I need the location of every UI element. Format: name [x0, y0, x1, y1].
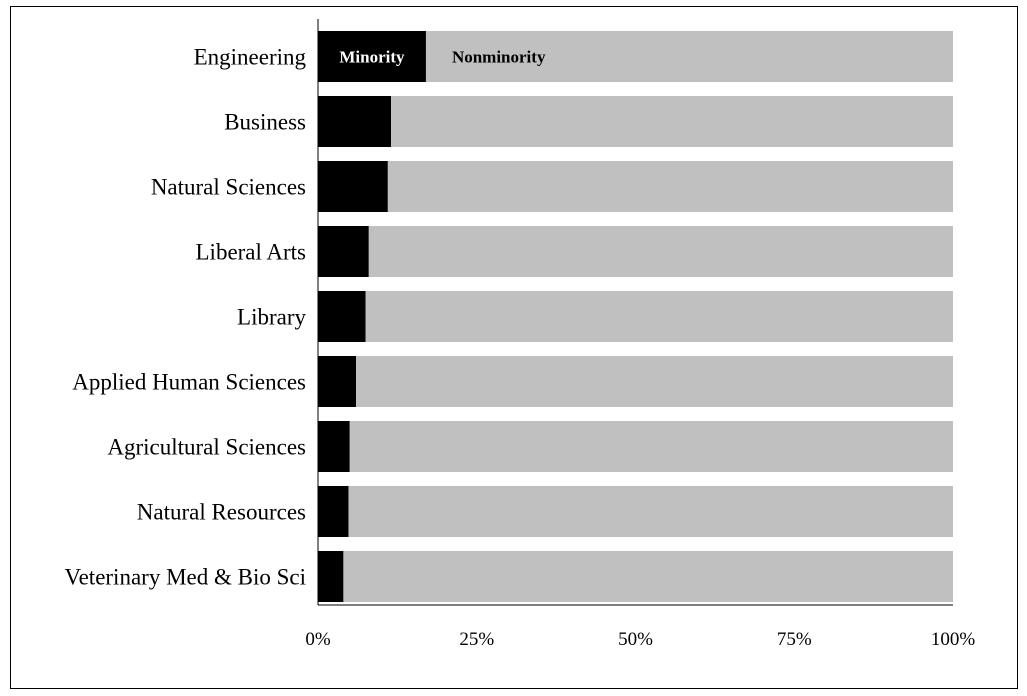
bars-group [318, 31, 954, 602]
category-label-8: Veterinary Med & Bio Sci [65, 565, 306, 590]
bar-nonminority-3 [368, 226, 953, 277]
series-label-minority: Minority [339, 48, 405, 67]
x-tick-label-3: 75% [777, 629, 812, 650]
category-label-1: Business [224, 110, 306, 135]
bar-nonminority-6 [349, 421, 953, 472]
bar-minority-2 [318, 161, 388, 212]
category-label-7: Natural Resources [137, 500, 306, 525]
bar-nonminority-7 [348, 486, 954, 537]
bar-nonminority-1 [391, 96, 953, 147]
bar-nonminority-0 [425, 31, 953, 82]
bar-minority-6 [318, 421, 350, 472]
x-tick-labels: 0% 25% 50% 75% 100% [305, 629, 975, 650]
bar-nonminority-4 [365, 291, 953, 342]
bar-nonminority-2 [387, 161, 954, 212]
category-label-0: Engineering [194, 45, 307, 70]
bar-nonminority-5 [356, 356, 954, 407]
bar-nonminority-8 [343, 551, 953, 602]
x-tick-label-2: 50% [618, 629, 653, 650]
series-labels: Minority Nonminority [339, 48, 546, 67]
category-label-5: Applied Human Sciences [72, 370, 306, 395]
bar-minority-3 [318, 226, 369, 277]
bar-minority-0 [318, 31, 426, 82]
bar-minority-1 [318, 96, 392, 147]
series-label-nonminority: Nonminority [452, 48, 546, 67]
bar-minority-7 [318, 486, 349, 537]
chart-frame: Engineering Business Natural Sciences Liber… [10, 6, 1018, 689]
category-label-3: Liberal Arts [196, 240, 307, 265]
category-label-2: Natural Sciences [151, 175, 306, 200]
category-label-6: Agricultural Sciences [107, 435, 306, 460]
category-label-4: Library [237, 305, 306, 330]
x-tick-label-0: 0% [305, 629, 331, 650]
x-tick-label-1: 25% [459, 629, 494, 650]
bar-minority-5 [318, 356, 357, 407]
x-tick-label-4: 100% [931, 629, 976, 650]
bar-minority-8 [318, 551, 344, 602]
category-labels: Engineering Business Natural Sciences Liber… [65, 45, 307, 590]
stacked-bar-chart: Engineering Business Natural Sciences Liber… [65, 19, 975, 650]
bar-minority-4 [318, 291, 366, 342]
axes [317, 19, 953, 606]
